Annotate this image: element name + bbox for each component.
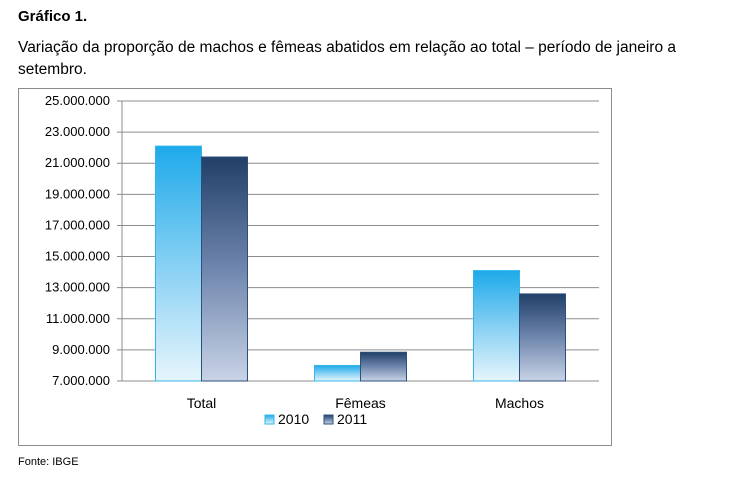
y-axis-ticks: 7.000.000 9.000.000 11.000.000 13.000.000 15… bbox=[45, 93, 110, 388]
y-tick-label: 15.000.000 bbox=[45, 249, 110, 264]
bar-2011-machos bbox=[519, 293, 566, 382]
legend-swatch-2011 bbox=[323, 414, 334, 425]
y-tick-label: 21.000.000 bbox=[45, 155, 110, 170]
y-tick-label: 25.000.000 bbox=[45, 93, 110, 108]
chart-area bbox=[18, 88, 612, 446]
bar-2011-fêmeas bbox=[360, 351, 407, 382]
bars bbox=[155, 145, 566, 382]
source-note: Fonte: IBGE bbox=[18, 456, 79, 468]
y-tick-label: 19.000.000 bbox=[45, 186, 110, 201]
legend-swatch-2010 bbox=[264, 414, 275, 425]
chart-caption: Variação da proporção de machos e fêmeas… bbox=[18, 39, 677, 78]
bar-2010-total bbox=[155, 145, 202, 382]
y-tick-label: 9.000.000 bbox=[52, 342, 110, 357]
bar-2010-fêmeas bbox=[314, 364, 361, 382]
y-tick-label: 11.000.000 bbox=[46, 311, 110, 326]
legend-label-2010: 2010 bbox=[278, 411, 309, 427]
x-tick-label: Fêmeas bbox=[335, 395, 386, 411]
y-tick-label: 17.000.000 bbox=[45, 217, 110, 232]
chart-heading: Gráfico 1. bbox=[18, 8, 88, 25]
x-tick-label: Machos bbox=[495, 395, 544, 411]
x-axis-ticks: Total Fêmeas Machos bbox=[187, 395, 544, 411]
bar-2010-machos bbox=[473, 270, 520, 382]
bar-2011-total bbox=[201, 156, 248, 382]
y-tick-label: 23.000.000 bbox=[45, 124, 110, 139]
legend: 2010 2011 bbox=[264, 411, 367, 427]
y-tick-label: 13.000.000 bbox=[45, 280, 110, 295]
legend-label-2011: 2011 bbox=[337, 411, 367, 427]
y-tick-label: 7.000.000 bbox=[52, 373, 110, 388]
x-tick-label: Total bbox=[187, 395, 217, 411]
